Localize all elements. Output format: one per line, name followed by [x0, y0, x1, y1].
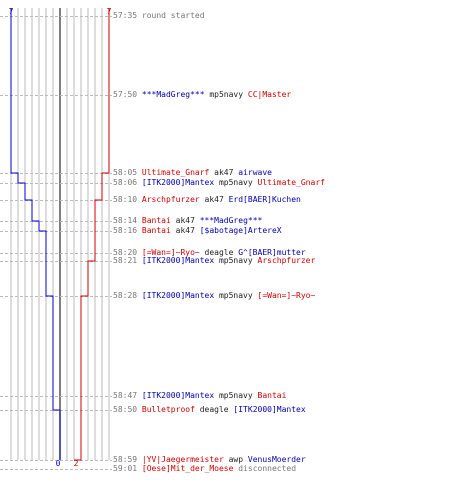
event-row: 57:35 round started	[113, 11, 205, 21]
event-weapon: ak47	[199, 195, 229, 204]
red-team-end-count: 2	[74, 459, 79, 468]
event-time: 58:50	[113, 405, 142, 414]
event-time: 58:06	[113, 178, 142, 187]
event-weapon: deagle	[199, 248, 239, 257]
player-name: Arschpfurzer	[141, 195, 200, 204]
event-weapon: awp	[223, 455, 248, 464]
event-row: 58:47 [ITK2000]Mantex mp5navy Bantai	[113, 391, 286, 401]
event-weapon: deagle	[194, 405, 234, 414]
blue-team-start-count: 7	[9, 7, 14, 16]
event-time: 58:10	[113, 195, 142, 204]
event-row: 58:10 Arschpfurzer ak47 Erd[BAER]Kuchen	[113, 195, 301, 205]
event-time: 58:59	[113, 455, 142, 464]
player-name: Ultimate_Gnarf	[141, 168, 210, 177]
event-weapon: mp5navy	[204, 90, 248, 99]
event-time: 58:21	[113, 256, 142, 265]
event-row: 57:50 ***MadGreg*** mp5navy CC|Master	[113, 90, 291, 100]
player-name: [ITK2000]Mantex	[141, 391, 215, 400]
event-weapon: mp5navy	[214, 178, 258, 187]
player-name: [$abotage]ArtereX	[199, 226, 282, 235]
event-time: 58:16	[113, 226, 142, 235]
blue-team-alive-line	[10, 8, 61, 460]
event-time: 58:05	[113, 168, 142, 177]
timeline-grid	[10, 8, 110, 460]
player-name: ***MadGreg***	[141, 90, 205, 99]
event-row: 58:59 |YV|Jaegermeister awp VenusMoerder	[113, 455, 306, 465]
event-time: 57:35	[113, 11, 142, 20]
player-name: Bantai	[257, 391, 287, 400]
player-name: Ultimate_Gnarf	[257, 178, 325, 187]
event-row: 59:01 [Oese]Mit_der_Moese disconnected	[113, 464, 296, 474]
player-name: Bulletproof	[141, 405, 195, 414]
event-row: 58:20 [=Wan=]~Ryo~ deagle G^[BAER]mutter	[113, 248, 306, 258]
player-name: VenusMoerder	[247, 455, 306, 464]
event-weapon: ak47	[170, 216, 200, 225]
event-row: 58:50 Bulletproof deagle [ITK2000]Mantex	[113, 405, 306, 415]
player-name: [=Wan=]~Ryo~	[257, 291, 316, 300]
event-row: 58:14 Bantai ak47 ***MadGreg***	[113, 216, 262, 226]
event-weapon: mp5navy	[214, 291, 258, 300]
event-time: 58:47	[113, 391, 142, 400]
player-name: ***MadGreg***	[199, 216, 263, 225]
red-team-alive-line	[74, 8, 110, 461]
player-name: [ITK2000]Mantex	[141, 256, 215, 265]
player-name: G^[BAER]mutter	[238, 248, 306, 257]
blue-team-end-count: 0	[56, 459, 61, 468]
red-team-start-count: 7	[107, 7, 112, 16]
event-time: 58:20	[113, 248, 142, 257]
event-weapon: mp5navy	[214, 391, 258, 400]
event-row: 58:16 Bantai ak47 [$abotage]ArtereX	[113, 226, 282, 236]
player-name: CC|Master	[247, 90, 292, 99]
event-message: round started	[141, 11, 205, 20]
player-name: |YV|Jaegermeister	[141, 455, 224, 464]
event-time: 58:28	[113, 291, 142, 300]
player-name: Arschpfurzer	[257, 256, 316, 265]
player-name: [ITK2000]Mantex	[141, 178, 215, 187]
player-name: [ITK2000]Mantex	[141, 291, 215, 300]
player-name: Bantai	[141, 226, 171, 235]
event-message: disconnected	[233, 464, 297, 473]
event-weapon: ak47	[170, 226, 200, 235]
player-name: [=Wan=]~Ryo~	[141, 248, 200, 257]
player-name: airwave	[238, 168, 272, 177]
event-weapon: ak47	[209, 168, 239, 177]
event-row: 58:06 [ITK2000]Mantex mp5navy Ultimate_G…	[113, 178, 325, 188]
event-weapon: mp5navy	[214, 256, 258, 265]
event-time: 57:50	[113, 90, 142, 99]
event-row: 58:05 Ultimate_Gnarf ak47 airwave	[113, 168, 272, 178]
player-name: Bantai	[141, 216, 171, 225]
player-name: Erd[BAER]Kuchen	[228, 195, 301, 204]
event-time: 58:14	[113, 216, 142, 225]
player-name: [Oese]Mit_der_Moese	[141, 464, 234, 473]
event-row: 58:21 [ITK2000]Mantex mp5navy Arschpfurz…	[113, 256, 315, 266]
player-name: [ITK2000]Mantex	[233, 405, 306, 414]
event-row: 58:28 [ITK2000]Mantex mp5navy [=Wan=]~Ry…	[113, 291, 315, 301]
event-time: 59:01	[113, 464, 142, 473]
